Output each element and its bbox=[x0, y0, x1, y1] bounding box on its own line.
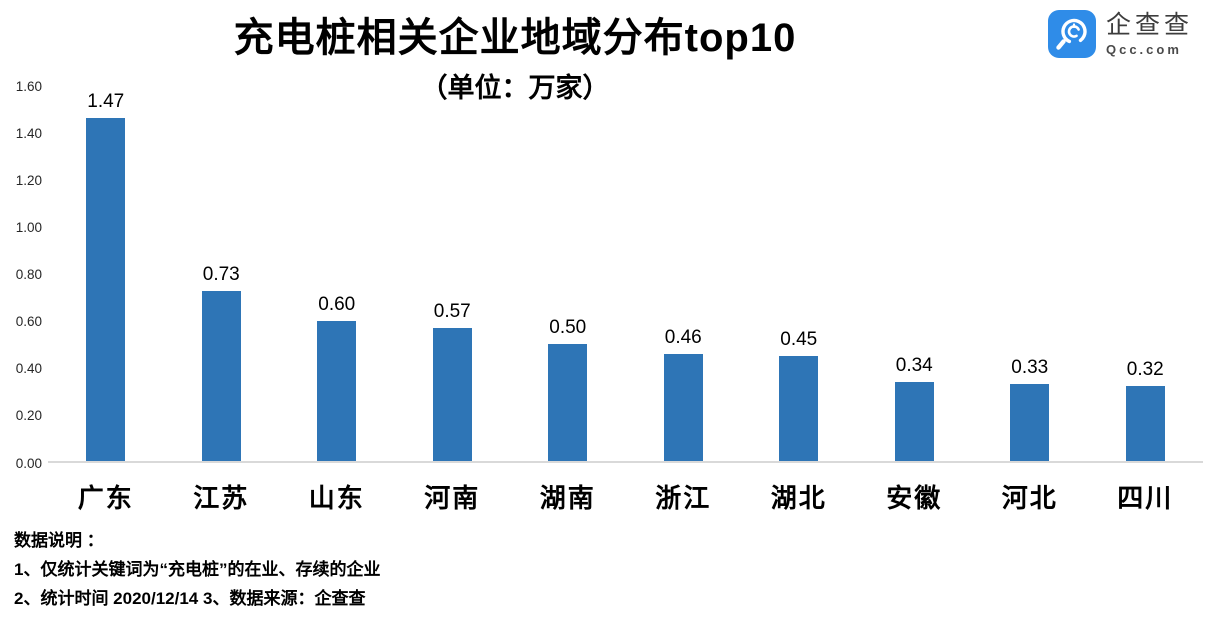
y-axis-tick: 0.40 bbox=[15, 361, 42, 377]
x-axis-label: 江苏 bbox=[193, 483, 250, 513]
bar-value-label: 0.60 bbox=[318, 294, 356, 316]
bar-value-label: 0.45 bbox=[780, 329, 818, 351]
qcc-logo-icon bbox=[1047, 10, 1096, 58]
y-axis-tick: 1.20 bbox=[15, 173, 42, 189]
y-axis-tick: 0.20 bbox=[15, 408, 42, 424]
x-axis-label: 湖南 bbox=[539, 483, 596, 513]
x-axis-label: 四川 bbox=[1117, 483, 1174, 513]
bar bbox=[663, 353, 703, 461]
notes-line-2: 2、统计时间 2020/12/14 3、数据来源：企查查 bbox=[14, 589, 366, 609]
x-axis-label: 山东 bbox=[308, 483, 365, 513]
bar-value-label: 0.32 bbox=[1126, 359, 1164, 381]
bar bbox=[86, 118, 126, 461]
bar bbox=[432, 328, 472, 461]
x-axis-line bbox=[48, 461, 1203, 463]
bar-value-label: 0.46 bbox=[664, 326, 702, 348]
x-axis-label: 湖北 bbox=[770, 483, 827, 513]
bar bbox=[1125, 386, 1165, 461]
chart-subtitle: （单位：万家） bbox=[420, 73, 610, 103]
bar-slot: 0.60 bbox=[279, 88, 395, 461]
notes-heading: 数据说明 ： bbox=[14, 531, 104, 550]
bar-slot: 0.46 bbox=[626, 88, 742, 461]
bar bbox=[548, 344, 588, 461]
y-axis-tick: 1.40 bbox=[15, 126, 42, 142]
y-axis-tick: 1.00 bbox=[15, 220, 42, 236]
bar-slot: 0.34 bbox=[857, 88, 973, 461]
qcc-logo-domain: Qcc.com bbox=[1105, 41, 1182, 57]
x-axis-label: 安徽 bbox=[886, 483, 943, 513]
bar-value-label: 0.33 bbox=[1011, 357, 1049, 379]
x-axis-labels: 广东 江苏 山东 河南 湖南 浙江 湖北 安徽 河北 四川 bbox=[48, 478, 1203, 515]
qcc-logo: 企查查 Qcc.com bbox=[1047, 10, 1193, 58]
bar-slot: 0.45 bbox=[741, 88, 857, 461]
y-axis-tick: 0.60 bbox=[15, 314, 42, 330]
bar-value-label: 0.73 bbox=[202, 263, 240, 285]
bar-slot: 0.57 bbox=[395, 88, 511, 461]
bar-value-label: 0.50 bbox=[549, 317, 587, 339]
bar-value-label: 1.47 bbox=[87, 91, 125, 113]
qcc-logo-name: 企查查 bbox=[1105, 11, 1193, 40]
x-axis-label: 河北 bbox=[1001, 483, 1058, 513]
bar-slot: 1.47 bbox=[48, 88, 164, 461]
x-axis-label: 广东 bbox=[77, 483, 134, 513]
bar-slot: 0.73 bbox=[164, 88, 280, 461]
qcc-logo-text: 企查查 Qcc.com bbox=[1106, 11, 1193, 57]
bar bbox=[1010, 384, 1050, 461]
bar bbox=[894, 381, 934, 461]
bar-value-label: 0.57 bbox=[433, 301, 471, 323]
notes-line-1: 1、仅统计关键词为“充电桩”的在业、存续的企业 bbox=[14, 560, 381, 580]
x-axis-label: 浙江 bbox=[655, 483, 712, 513]
y-axis-tick: 0.00 bbox=[15, 455, 42, 471]
y-axis-tick: 1.60 bbox=[15, 79, 42, 94]
bar-slot: 0.33 bbox=[972, 88, 1088, 461]
y-axis-ticks: 1.60 1.40 1.20 1.00 0.80 0.60 0.40 0.20 0.00 bbox=[0, 80, 42, 470]
bar-slot: 0.50 bbox=[510, 88, 626, 461]
y-axis-tick: 0.80 bbox=[15, 267, 42, 283]
bars: 1.47 0.73 0.60 0.57 0.50 0.46 0.45 0.34 0.33 0.32 bbox=[48, 88, 1203, 461]
bar-value-label: 0.34 bbox=[895, 354, 933, 376]
bar bbox=[317, 321, 357, 461]
bar-slot: 0.32 bbox=[1088, 88, 1204, 461]
bar bbox=[779, 356, 819, 461]
chart-title: 充电桩相关企业地域分布top10 bbox=[233, 16, 797, 60]
bar bbox=[201, 290, 241, 461]
x-axis-label: 河南 bbox=[424, 483, 481, 513]
data-notes: 数据说明 ： 1、仅统计关键词为“充电桩”的在业、存续的企业 2、统计时间 20… bbox=[14, 526, 380, 614]
